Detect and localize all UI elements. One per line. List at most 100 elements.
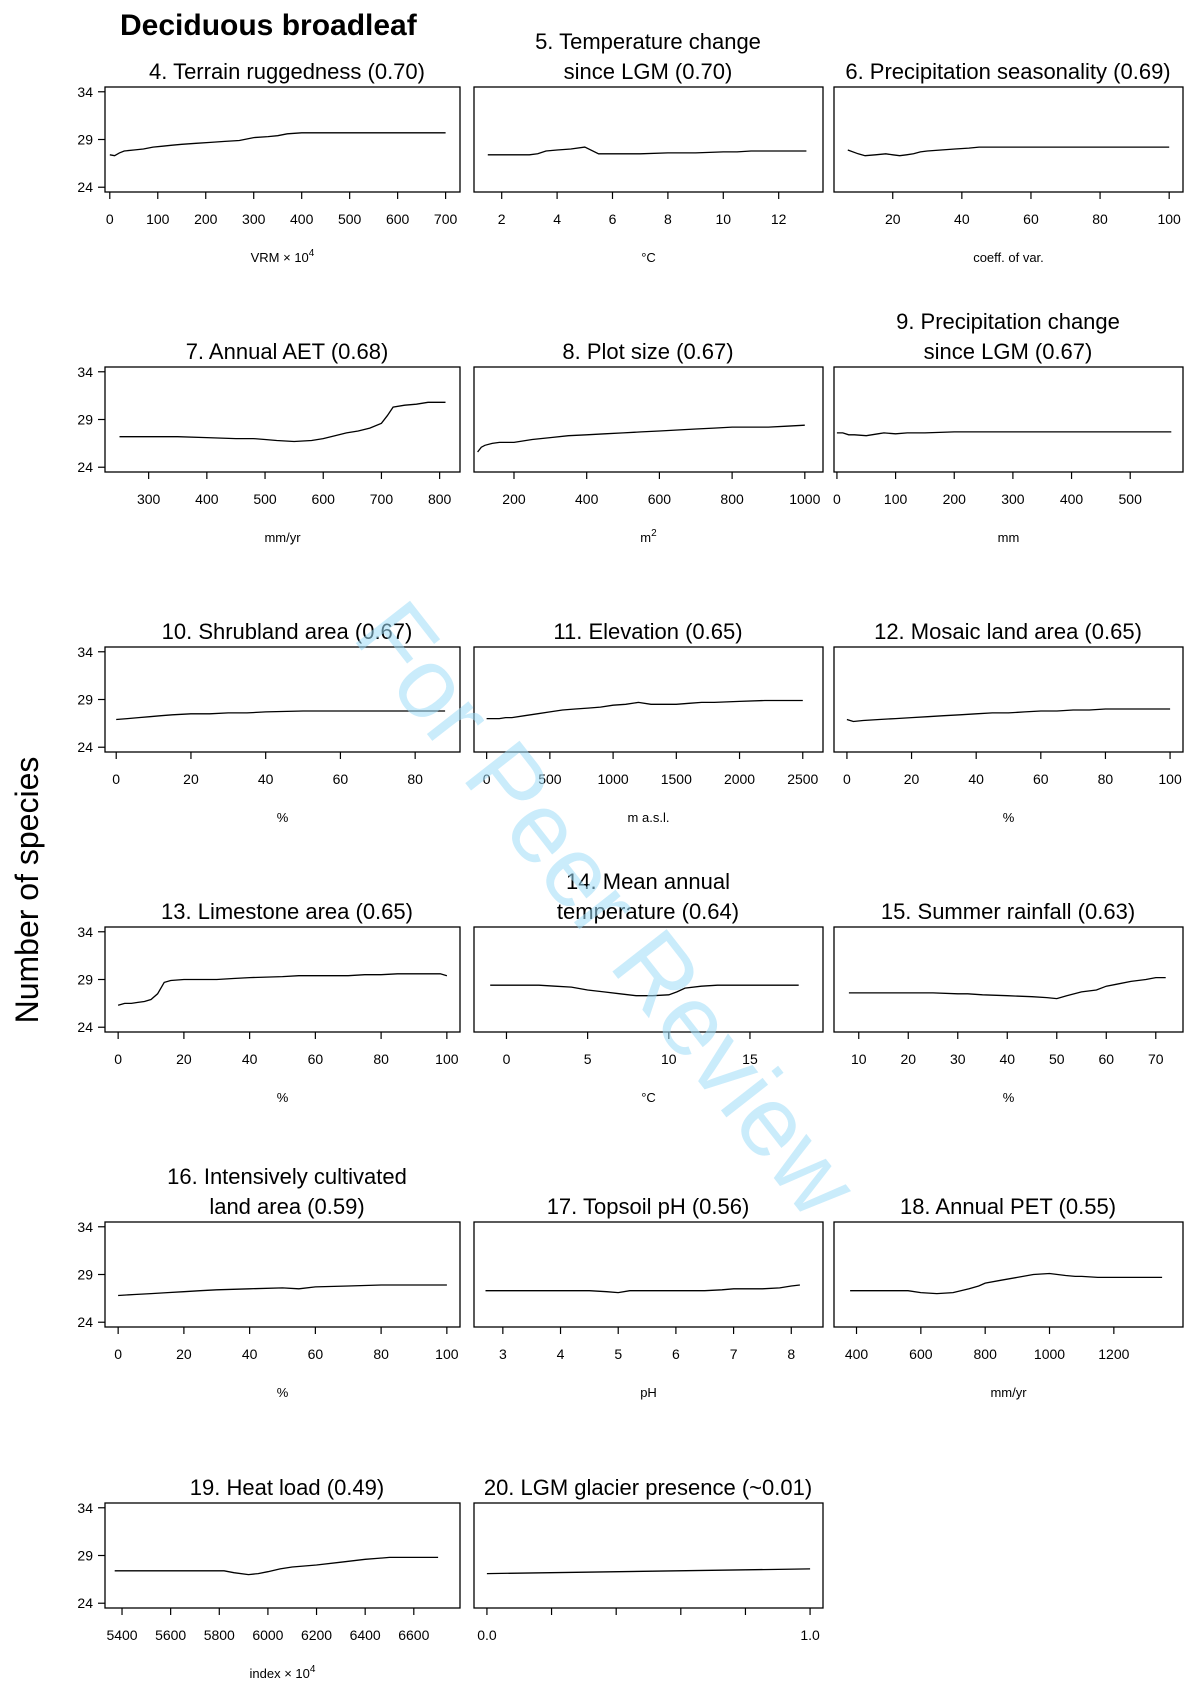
- x-tick-label: 100: [435, 1346, 459, 1362]
- chart-panel-13: 13. Limestone area (0.65) 24 29 34 0 20 40 60 80…: [77, 899, 461, 1105]
- x-tick-label: 5: [614, 1346, 622, 1362]
- x-tick-label: 300: [1001, 491, 1025, 507]
- x-tick-label: 6000: [252, 1627, 283, 1643]
- x-tick-label: 10: [715, 211, 731, 227]
- x-axis-label: °C: [641, 250, 656, 265]
- series-line: [477, 424, 805, 453]
- x-tick-label: 30: [950, 1051, 966, 1067]
- x-tick-label: 20: [904, 771, 920, 787]
- y-tick-label: 24: [77, 459, 93, 475]
- x-tick-label: 400: [195, 491, 219, 507]
- x-tick-label: 5400: [106, 1627, 137, 1643]
- y-tick-label: 34: [77, 84, 93, 100]
- series-line: [486, 1568, 811, 1575]
- series-line: [116, 710, 446, 721]
- x-tick-label: 20: [885, 211, 901, 227]
- plot-frame: [473, 926, 824, 1033]
- watermark: For Peer Review: [333, 581, 880, 1237]
- plot-frame: [833, 646, 1184, 753]
- x-tick-label: 6200: [301, 1627, 332, 1643]
- panel-title: 16. Intensively cultivated: [167, 1164, 407, 1189]
- plot-frame: [833, 366, 1184, 473]
- panel-title: 17. Topsoil pH (0.56): [547, 1194, 750, 1219]
- x-tick-label: 200: [943, 491, 967, 507]
- x-tick-label: 5: [584, 1051, 592, 1067]
- y-tick-label: 29: [77, 692, 93, 708]
- panel-title: 19. Heat load (0.49): [190, 1475, 384, 1500]
- x-axis-label: m2: [640, 528, 657, 545]
- x-tick-label: 15: [742, 1051, 758, 1067]
- x-axis-label: mm/yr: [264, 530, 301, 545]
- x-axis-label: %: [1003, 1090, 1015, 1105]
- x-tick-label: 1000: [598, 771, 629, 787]
- y-tick-label: 29: [77, 412, 93, 428]
- y-tick-label: 34: [77, 1219, 93, 1235]
- x-tick-label: 60: [1098, 1051, 1114, 1067]
- panel-title: 6. Precipitation seasonality (0.69): [845, 59, 1170, 84]
- plot-frame: [473, 1502, 824, 1609]
- x-tick-label: 12: [771, 211, 787, 227]
- series-line: [485, 1284, 800, 1294]
- x-tick-label: 8: [664, 211, 672, 227]
- x-tick-label: 40: [999, 1051, 1015, 1067]
- x-tick-label: 20: [176, 1346, 192, 1362]
- x-tick-label: 0: [114, 1346, 122, 1362]
- panel-title: land area (0.59): [209, 1194, 364, 1219]
- series-line: [848, 976, 1166, 1000]
- x-axis-label: m a.s.l.: [628, 810, 670, 825]
- x-tick-label: 2000: [724, 771, 755, 787]
- x-tick-label: 400: [290, 211, 314, 227]
- x-tick-label: 400: [575, 491, 599, 507]
- x-tick-label: 0: [503, 1051, 511, 1067]
- y-axis-label: Number of species: [9, 757, 45, 1024]
- series-line: [487, 146, 807, 156]
- chart-panel-12: 12. Mosaic land area (0.65) 0 20 40 60 80 100%: [833, 619, 1184, 825]
- x-tick-label: 500: [253, 491, 277, 507]
- x-tick-label: 80: [1098, 771, 1114, 787]
- series-line: [490, 984, 799, 997]
- x-tick-label: 6400: [350, 1627, 381, 1643]
- x-tick-label: 2500: [787, 771, 818, 787]
- x-axis-label: %: [277, 1385, 289, 1400]
- panel-title: 18. Annual PET (0.55): [900, 1194, 1116, 1219]
- chart-panel-17: 17. Topsoil pH (0.56) 3 4 5 6 7 8 pH: [473, 1194, 824, 1400]
- x-axis-label: coeff. of var.: [973, 250, 1044, 265]
- x-tick-label: 100: [884, 491, 908, 507]
- plot-frame: [473, 646, 824, 753]
- plot-frame: [104, 1502, 461, 1609]
- panel-title: since LGM (0.70): [564, 59, 733, 84]
- series-line: [118, 1284, 447, 1297]
- x-tick-label: 700: [370, 491, 394, 507]
- y-tick-label: 29: [77, 1548, 93, 1564]
- plot-frame: [833, 926, 1184, 1033]
- series-line: [114, 1556, 439, 1576]
- chart-panel-14: 14. Mean annual temperature (0.64) 0 5 10 15 °…: [473, 869, 824, 1105]
- x-tick-label: 7: [730, 1346, 738, 1362]
- figure-title: Deciduous broadleaf: [120, 9, 418, 42]
- x-tick-label: 300: [242, 211, 266, 227]
- x-tick-label: 0: [112, 771, 120, 787]
- chart-panel-8: 8. Plot size (0.67) 200 400 600 800 1000 m2: [473, 339, 824, 545]
- panel-title: 10. Shrubland area (0.67): [162, 619, 413, 644]
- chart-panel-19: 19. Heat load (0.49) 24 29 34 5400 5600 5800 60…: [77, 1475, 461, 1681]
- chart-panel-9: 9. Precipitation change since LGM (0.67) 0…: [833, 309, 1184, 545]
- x-tick-label: 300: [137, 491, 161, 507]
- x-tick-label: 8: [787, 1346, 795, 1362]
- plot-frame: [104, 86, 461, 193]
- x-tick-label: 1.0: [800, 1627, 820, 1643]
- x-axis-label: mm/yr: [990, 1385, 1027, 1400]
- x-tick-label: 100: [146, 211, 170, 227]
- x-axis-label: mm: [998, 530, 1020, 545]
- series-line: [119, 401, 446, 443]
- x-tick-label: 6: [672, 1346, 680, 1362]
- panel-title: 8. Plot size (0.67): [562, 339, 733, 364]
- y-tick-label: 29: [77, 1267, 93, 1283]
- x-tick-label: 400: [1060, 491, 1084, 507]
- x-tick-label: 80: [373, 1051, 389, 1067]
- x-axis-label: °C: [641, 1090, 656, 1105]
- x-tick-label: 60: [1023, 211, 1039, 227]
- panel-title: temperature (0.64): [557, 899, 739, 924]
- x-tick-label: 500: [338, 211, 362, 227]
- x-tick-label: 80: [373, 1346, 389, 1362]
